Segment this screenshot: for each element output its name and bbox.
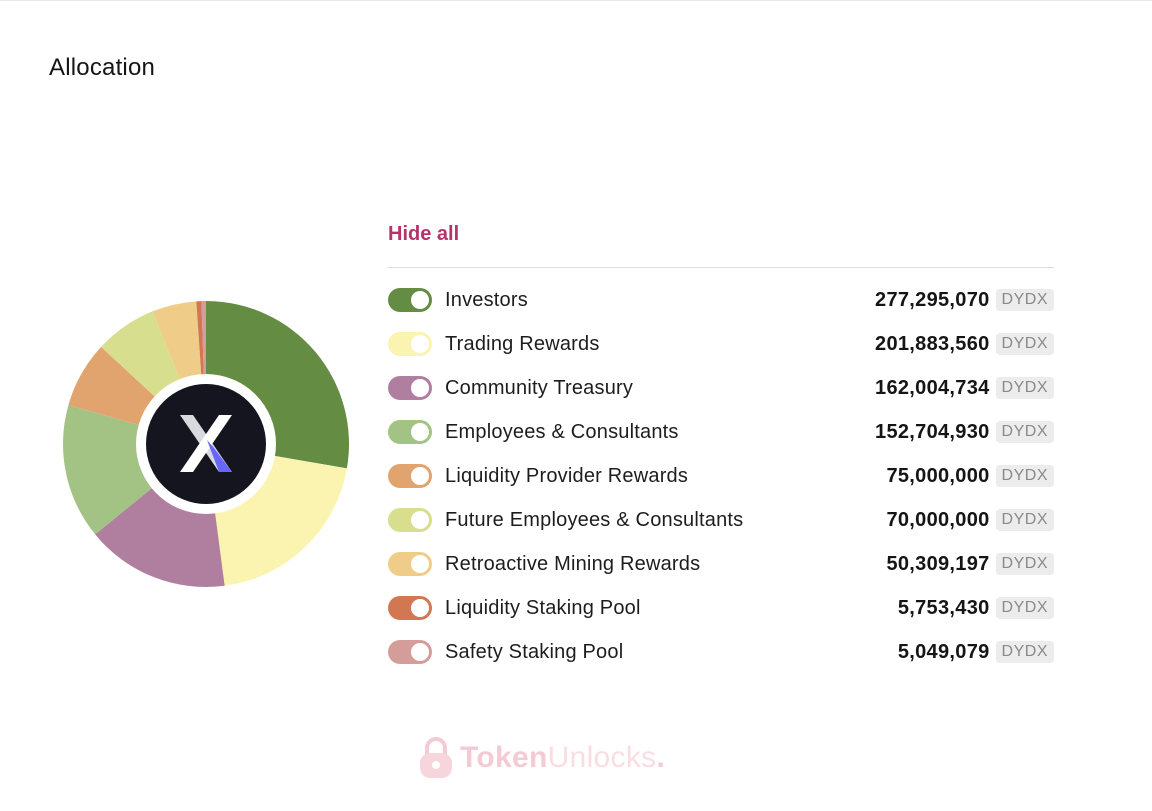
series-toggle[interactable] xyxy=(388,508,432,532)
legend-value: 70,000,000 xyxy=(886,508,990,531)
toggle-knob xyxy=(411,599,429,617)
unit-badge: DYDX xyxy=(995,421,1054,443)
legend-row: Future Employees & Consultants 70,000,000… xyxy=(388,498,1054,542)
series-toggle[interactable] xyxy=(388,332,432,356)
legend-row: Safety Staking Pool 5,049,079 DYDX xyxy=(388,630,1054,674)
unit-badge: DYDX xyxy=(995,641,1054,663)
legend-row: Liquidity Provider Rewards 75,000,000 DYDX xyxy=(388,454,1054,498)
toggle-knob xyxy=(411,291,429,309)
legend-label: Trading Rewards xyxy=(445,332,600,355)
section-title: Allocation xyxy=(49,54,156,81)
legend-label: Liquidity Staking Pool xyxy=(445,596,641,619)
unit-badge: DYDX xyxy=(995,465,1054,487)
unit-badge: DYDX xyxy=(995,553,1054,575)
legend-row: Trading Rewards 201,883,560 DYDX xyxy=(388,322,1054,366)
series-toggle[interactable] xyxy=(388,596,432,620)
legend-divider xyxy=(388,267,1054,268)
unit-badge: DYDX xyxy=(995,597,1054,619)
toggle-knob xyxy=(411,643,429,661)
series-toggle[interactable] xyxy=(388,288,432,312)
toggle-knob xyxy=(411,423,429,441)
unit-badge: DYDX xyxy=(995,333,1054,355)
legend-value: 50,309,197 xyxy=(886,552,990,575)
unit-badge: DYDX xyxy=(995,509,1054,531)
watermark-unlocks: Unlocks xyxy=(547,741,657,774)
toggle-knob xyxy=(411,467,429,485)
legend-row: Employees & Consultants 152,704,930 DYDX xyxy=(388,410,1054,454)
legend-label: Retroactive Mining Rewards xyxy=(445,552,701,575)
watermark-dot: . xyxy=(656,741,666,774)
legend-value: 152,704,930 xyxy=(875,420,990,443)
legend-value: 5,049,079 xyxy=(897,640,990,663)
watermark-token: Token xyxy=(460,741,548,774)
series-toggle[interactable] xyxy=(388,420,432,444)
legend-value: 162,004,734 xyxy=(875,376,990,399)
top-divider xyxy=(0,0,1152,1)
legend-row: Investors 277,295,070 DYDX xyxy=(388,278,1054,322)
legend-label: Safety Staking Pool xyxy=(445,640,624,663)
series-toggle[interactable] xyxy=(388,552,432,576)
toggle-knob xyxy=(411,379,429,397)
legend-row: Liquidity Staking Pool 5,753,430 DYDX xyxy=(388,586,1054,630)
unit-badge: DYDX xyxy=(995,377,1054,399)
unit-badge: DYDX xyxy=(995,289,1054,311)
legend-value: 75,000,000 xyxy=(886,464,990,487)
hide-all-button[interactable]: Hide all xyxy=(388,223,460,245)
toggle-knob xyxy=(411,511,429,529)
legend-label: Investors xyxy=(445,288,528,311)
legend-label: Community Treasury xyxy=(445,376,634,399)
allocation-legend: Investors 277,295,070 DYDX Trading Rewards 2… xyxy=(388,278,1054,674)
allocation-donut-chart xyxy=(62,301,349,587)
legend-value: 277,295,070 xyxy=(875,288,990,311)
dydx-logo-mark xyxy=(180,415,232,472)
toggle-knob xyxy=(411,555,429,573)
series-toggle[interactable] xyxy=(388,376,432,400)
legend-row: Retroactive Mining Rewards 50,309,197 DYDX xyxy=(388,542,1054,586)
tokenunlocks-watermark: TokenUnlocks. xyxy=(418,736,665,780)
lock-icon xyxy=(420,737,452,778)
toggle-knob xyxy=(411,335,429,353)
series-toggle[interactable] xyxy=(388,464,432,488)
legend-value: 5,753,430 xyxy=(897,596,990,619)
legend-row: Community Treasury 162,004,734 DYDX xyxy=(388,366,1054,410)
legend-label: Employees & Consultants xyxy=(445,420,679,443)
series-toggle[interactable] xyxy=(388,640,432,664)
legend-value: 201,883,560 xyxy=(875,332,990,355)
legend-label: Future Employees & Consultants xyxy=(445,508,744,531)
legend-label: Liquidity Provider Rewards xyxy=(445,464,689,487)
